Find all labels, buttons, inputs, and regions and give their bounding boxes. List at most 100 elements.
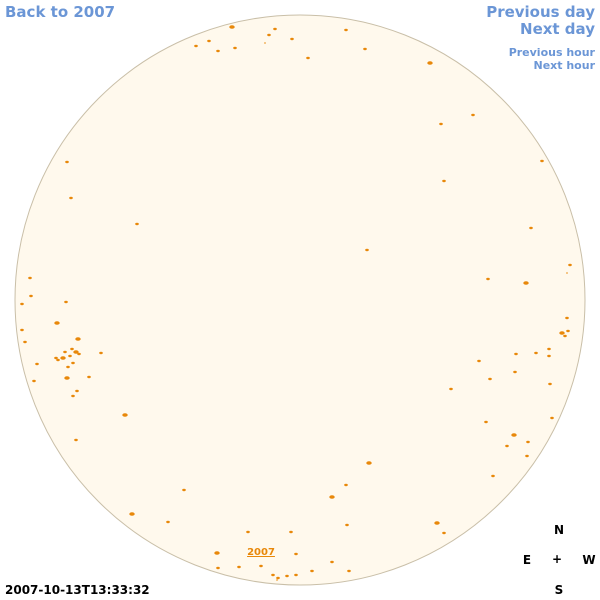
sunspot	[344, 483, 348, 487]
sunspot	[54, 356, 58, 360]
sunspot	[207, 39, 211, 43]
sunspot	[216, 49, 220, 53]
sunspot	[267, 33, 271, 37]
sunspot	[29, 294, 33, 298]
back-to-year-link[interactable]: Back to 2007	[5, 3, 116, 21]
next-hour-link[interactable]: Next hour	[533, 59, 596, 72]
sunspot	[347, 569, 351, 573]
sunspot	[71, 361, 75, 365]
sunspot	[294, 552, 298, 556]
sunspot	[73, 350, 79, 354]
next-day-link[interactable]: Next day	[520, 20, 595, 38]
sunspot	[273, 27, 277, 31]
sunspot	[290, 37, 294, 41]
sunspot	[525, 454, 529, 458]
sunspot	[511, 433, 517, 437]
sunspot	[23, 340, 27, 344]
sunspot	[229, 25, 235, 29]
sunspot-group	[20, 25, 572, 581]
sunspot	[477, 359, 481, 363]
sunspot	[306, 56, 310, 60]
compass-north-label: N	[553, 523, 565, 537]
sunspot	[69, 196, 73, 200]
sunspot	[35, 362, 39, 366]
sunspot	[486, 277, 490, 281]
sunspot	[32, 379, 36, 383]
sunspot	[566, 329, 570, 333]
sunspot	[271, 573, 275, 577]
sunspot	[75, 337, 81, 341]
year-link[interactable]: 2007	[247, 547, 275, 558]
sunspot	[329, 495, 335, 499]
sunspot	[439, 122, 443, 126]
sunspot	[194, 44, 198, 48]
previous-day-link[interactable]: Previous day	[486, 3, 595, 21]
sunspot	[259, 564, 263, 568]
sunspot	[129, 512, 135, 516]
sunspot	[77, 352, 81, 356]
sunspot	[566, 272, 568, 274]
sunspot	[214, 551, 220, 555]
sunspot	[233, 46, 237, 50]
sunspot	[471, 113, 475, 117]
sunspot	[550, 416, 554, 420]
sunspot	[540, 159, 544, 163]
sunspot	[563, 334, 567, 338]
sunspot	[310, 569, 314, 573]
sunspot	[513, 370, 517, 374]
sunspot	[526, 440, 530, 444]
sunspot	[54, 321, 60, 325]
sunspot	[71, 394, 75, 398]
sunspot	[276, 576, 280, 580]
sunspot	[330, 560, 334, 564]
sunspot	[74, 438, 78, 442]
sunspot	[60, 356, 66, 360]
sunspot	[565, 316, 569, 320]
sunspot	[534, 351, 538, 355]
sunspot	[264, 42, 266, 44]
compass-south-label: S	[554, 583, 564, 597]
sunspot	[246, 530, 250, 534]
sunspot	[99, 351, 103, 355]
sunspot	[64, 300, 68, 304]
sunspot	[20, 302, 24, 306]
sunspot	[66, 365, 70, 369]
sunspot	[488, 377, 492, 381]
solar-disk	[14, 14, 586, 586]
sunspot	[56, 358, 60, 362]
sunspot	[434, 521, 440, 525]
sunspot	[216, 566, 220, 570]
compass-center-cross: +	[551, 552, 563, 566]
previous-hour-link[interactable]: Previous hour	[508, 46, 595, 59]
sunspot	[20, 328, 24, 332]
sunspot	[442, 179, 446, 183]
sunspot	[182, 488, 186, 492]
sunspot	[568, 263, 572, 267]
sunspot	[75, 389, 79, 393]
sunspot	[344, 28, 348, 32]
sunspot	[28, 276, 32, 280]
compass-west-label: W	[582, 553, 596, 567]
sunspot	[166, 520, 170, 524]
sunspot	[289, 530, 293, 534]
sunspot	[523, 281, 529, 285]
sunspot	[68, 354, 72, 358]
sunspot	[294, 573, 298, 577]
sunspot	[64, 376, 70, 380]
sunspot	[135, 222, 139, 226]
sunspot	[547, 347, 551, 351]
timestamp-label: 2007-10-13T13:33:32	[5, 583, 150, 597]
sunspot	[122, 413, 128, 417]
sunspot	[363, 47, 367, 51]
sunspot	[366, 461, 372, 465]
sunspot	[505, 444, 509, 448]
sunspot	[276, 579, 278, 581]
sunspot	[63, 350, 67, 354]
sunspot	[285, 574, 289, 578]
sunspot	[548, 382, 552, 386]
sunspot	[547, 354, 551, 358]
sunspot	[237, 565, 241, 569]
sunspot	[484, 420, 488, 424]
sunspot	[442, 531, 446, 535]
